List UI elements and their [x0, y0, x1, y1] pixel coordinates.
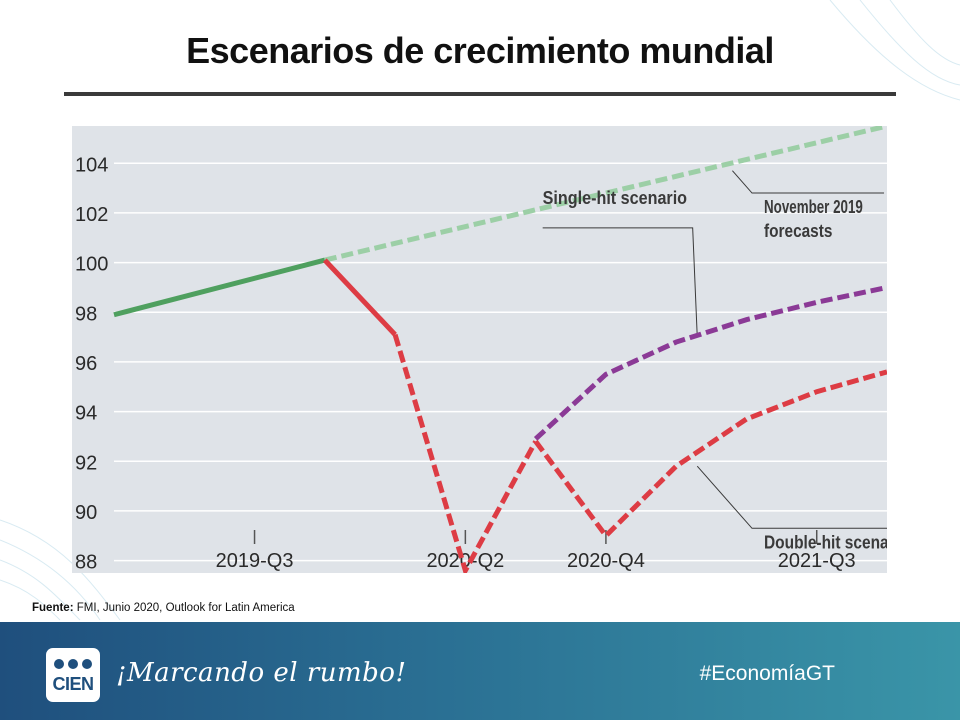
y-tick-label-88: 88: [75, 552, 97, 573]
source-label: Fuente:: [32, 602, 74, 614]
y-tick-label-102: 102: [75, 204, 108, 226]
y-tick-label-92: 92: [75, 452, 97, 474]
series-line-actual: [113, 257, 326, 318]
annotation-label-2-0: Double-hit scenario: [764, 532, 887, 552]
x-tick-label-2019-Q3: 2019-Q3: [216, 550, 294, 572]
series-line-single-hit-scenario: [533, 284, 887, 441]
annotation-leader-2: [696, 465, 887, 529]
y-tick-label-100: 100: [75, 254, 108, 276]
title-underline: [64, 92, 896, 96]
series-line-common-path: [392, 333, 538, 573]
series-line-double-hit-scenario: [533, 369, 887, 540]
annotation-label-0-0: Single-hit scenario: [543, 188, 687, 208]
slide-title: Escenarios de crecimiento mundial: [186, 30, 774, 71]
series-line-decline: [322, 258, 397, 337]
y-tick-label-90: 90: [75, 502, 97, 524]
series-line-november-2019-forecasts: [324, 126, 887, 263]
logo-mark-icon: [54, 659, 92, 669]
footer-bar: CIEN ¡Marcando el rumbo! #EconomíaGT: [0, 622, 960, 720]
x-tick-label-2021-Q3: 2021-Q3: [778, 550, 856, 572]
hashtag: #EconomíaGT: [699, 662, 835, 685]
chart-canvas: 88 90 92 94 96 98 100 102 104 2019-Q3 2020-Q2 2020-…: [72, 126, 887, 573]
annotation-leader-0: [542, 227, 698, 338]
slogan: ¡Marcando el rumbo!: [116, 658, 407, 688]
chart-background: [72, 126, 887, 573]
y-tick-label-94: 94: [75, 403, 97, 425]
y-tick-label-96: 96: [75, 353, 97, 375]
y-tick-label-98: 98: [75, 303, 97, 325]
annotation-leader-1: [732, 170, 885, 194]
x-tick-label-2020-Q2: 2020-Q2: [426, 550, 504, 572]
source-text: FMI, Junio 2020, Outlook for Latin Ameri…: [73, 602, 295, 614]
annotation-label-1-0: November 2019: [764, 197, 863, 217]
cien-logo: CIEN: [46, 648, 100, 702]
y-tick-label-104: 104: [75, 154, 108, 176]
annotation-label-1-1: forecasts: [764, 221, 832, 241]
growth-scenarios-chart: 88 90 92 94 96 98 100 102 104 2019-Q3 2020-Q2 2020-…: [72, 126, 887, 573]
logo-text: CIEN: [52, 674, 94, 694]
x-tick-label-2020-Q4: 2020-Q4: [567, 550, 645, 572]
source-note: Fuente: FMI, Junio 2020, Outlook for Lat…: [32, 602, 295, 614]
